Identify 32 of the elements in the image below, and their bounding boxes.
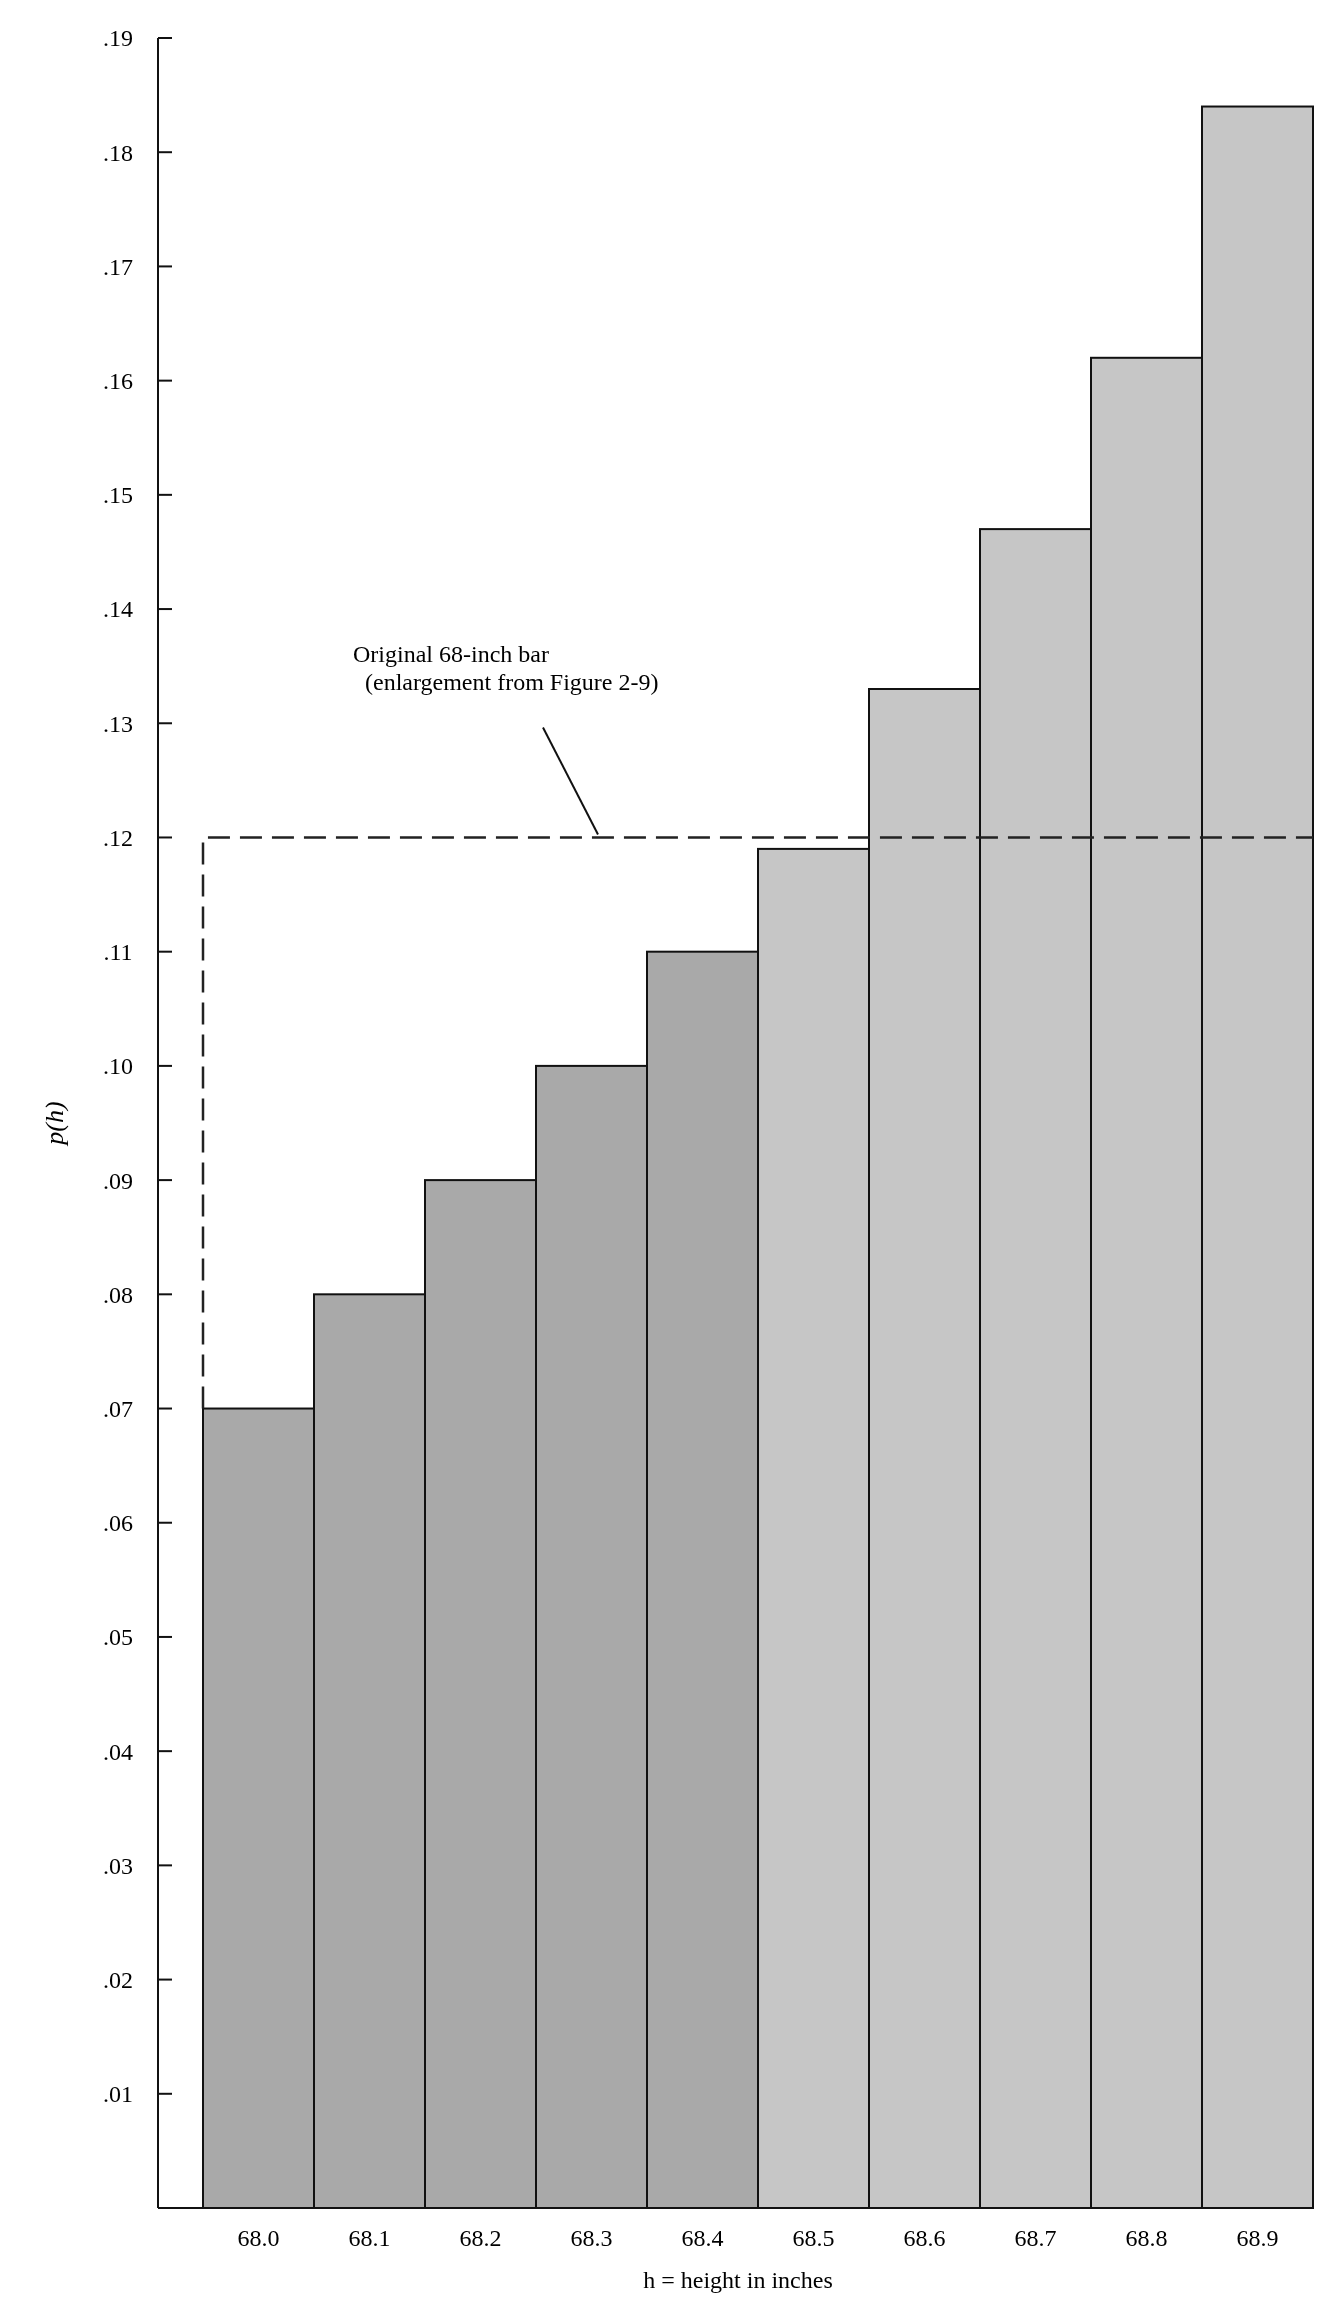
y-tick-label: .08: [103, 1281, 133, 1308]
y-tick-label: .15: [103, 482, 133, 509]
y-tick-label: .13: [103, 710, 133, 737]
y-tick-label: .09: [103, 1167, 133, 1194]
x-tick-label: 68.1: [348, 2225, 391, 2251]
y-tick-label: .04: [103, 1738, 133, 1765]
y-tick-label: .03: [103, 1852, 133, 1879]
y-tick-label: .17: [103, 253, 133, 280]
x-tick-label: 68.3: [570, 2225, 613, 2251]
x-tick-label: 68.5: [792, 2225, 835, 2251]
y-tick-label: .05: [103, 1624, 133, 1651]
y-tick-label: .18: [103, 139, 133, 166]
y-tick-label: .07: [103, 1395, 133, 1422]
y-tick-label: .02: [103, 1966, 133, 1993]
y-tick-label: .14: [103, 596, 133, 623]
x-tick-label: 68.4: [681, 2225, 724, 2251]
y-tick-label: .06: [103, 1510, 133, 1537]
ref-line-label: Original 68-inch bar (enlargement from Figure 2-9): [353, 641, 659, 696]
x-tick-label: 68.0: [237, 2225, 280, 2251]
x-tick-label: 68.7: [1014, 2225, 1057, 2251]
y-tick-label: .19: [103, 25, 133, 52]
y-axis-title: p(h): [40, 1101, 69, 1147]
x-tick-label: 68.8: [1125, 2225, 1168, 2251]
y-tick-label: .16: [103, 368, 133, 395]
y-tick-label: .01: [103, 2081, 133, 2108]
y-tick-label: .11: [103, 939, 133, 966]
x-axis-title: h = height in inches: [643, 2267, 833, 2293]
y-tick-label: .10: [103, 1053, 133, 1080]
x-tick-label: 68.9: [1236, 2225, 1279, 2251]
y-tick-label: .12: [103, 824, 133, 851]
x-tick-label: 68.2: [459, 2225, 502, 2251]
x-tick-label: 68.6: [903, 2225, 946, 2251]
